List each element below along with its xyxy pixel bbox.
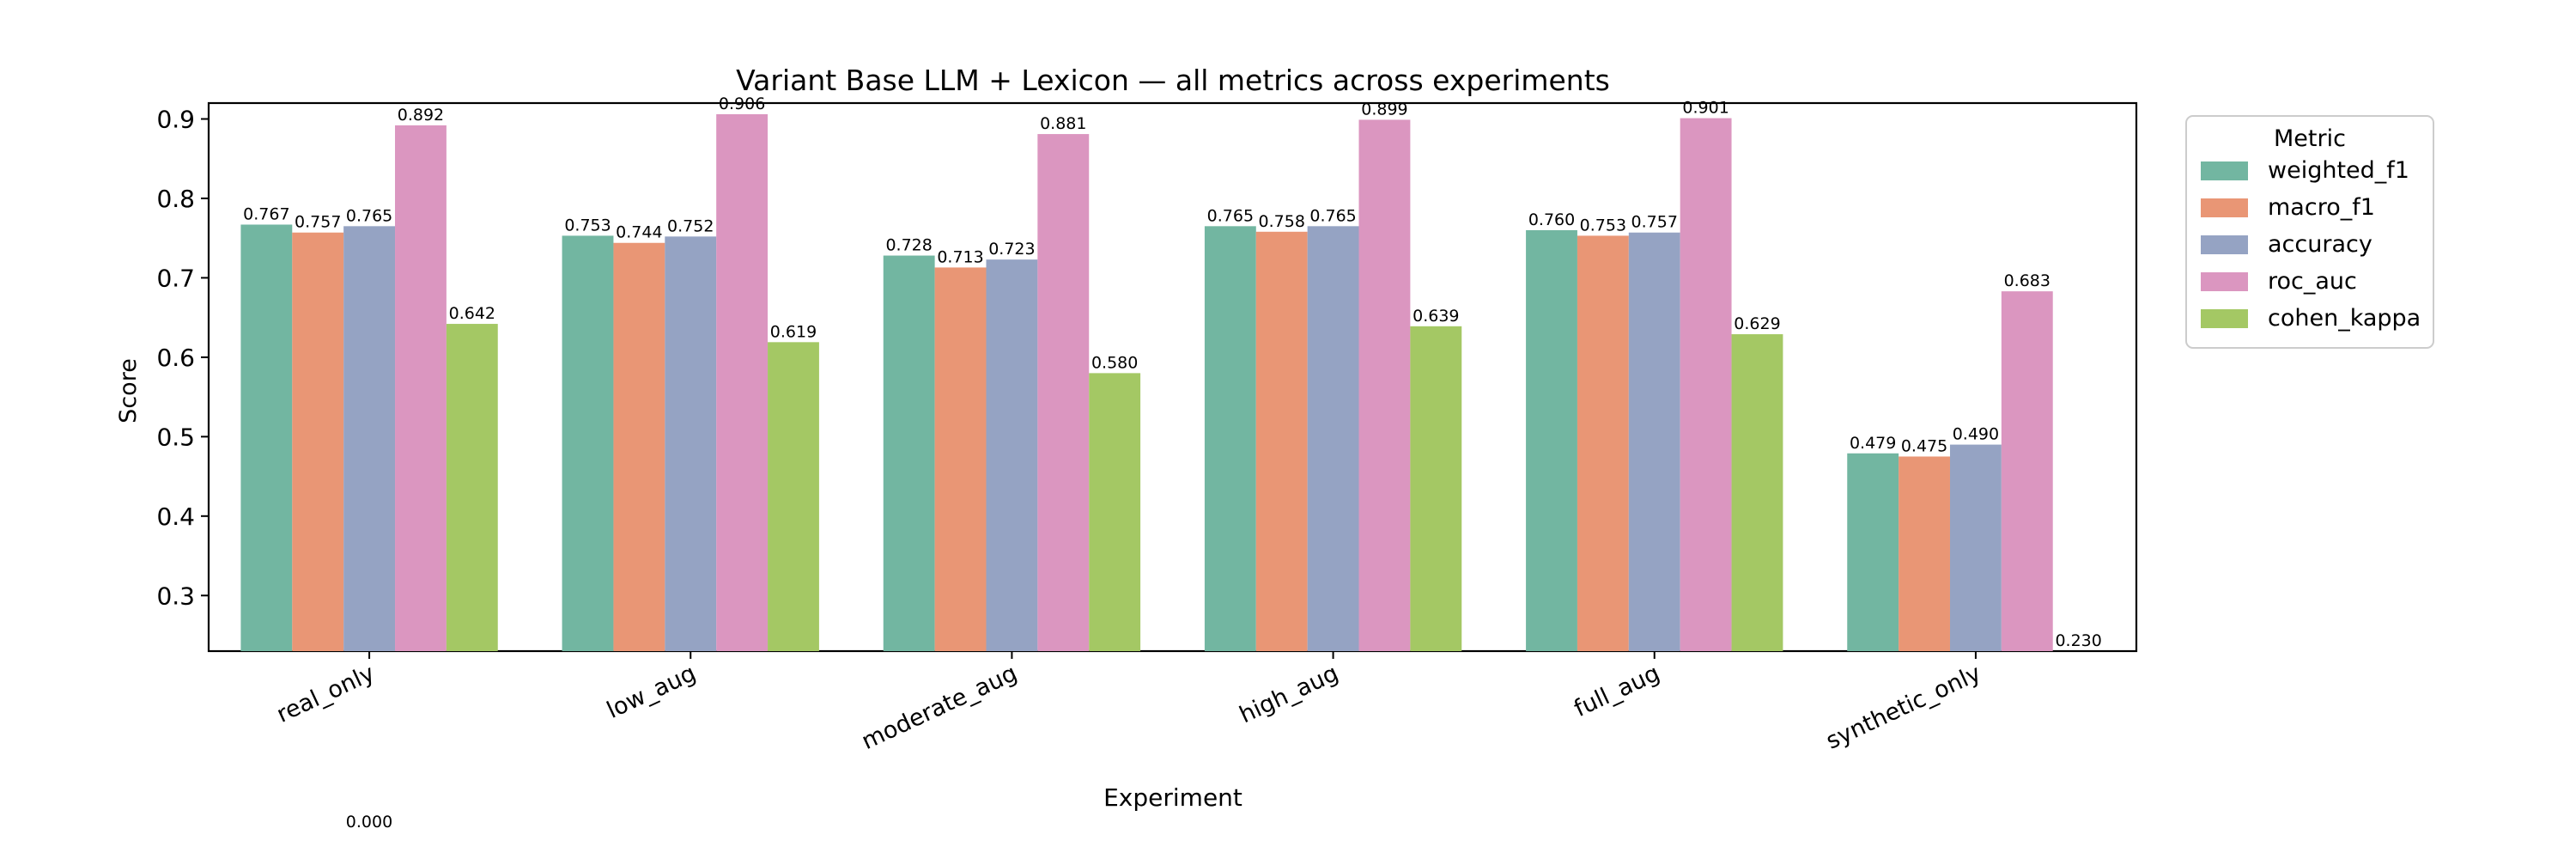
legend-swatch-macro_f1 [2201,198,2248,217]
bar-label-roc_auc-moderate_aug: 0.881 [1040,114,1086,133]
legend-label-macro_f1: macro_f1 [2268,194,2375,221]
bar-weighted_f1-full_aug [1526,229,1577,651]
legend-label-accuracy: accuracy [2268,231,2372,258]
y-axis-label: Score [115,358,142,423]
bar-label-macro_f1-synthetic_only: 0.475 [1901,436,1947,455]
x-tick-label: high_aug [1236,660,1343,728]
bar-label-weighted_f1-full_aug: 0.760 [1528,210,1575,229]
bars [240,113,2053,652]
y-tick-label: 0.7 [156,264,195,292]
bar-roc_auc-low_aug [716,113,769,651]
x-tick-label: synthetic_only [1822,660,1985,755]
bar-macro_f1-low_aug [613,242,665,651]
bar-label-accuracy-moderate_aug: 0.723 [988,240,1035,259]
bar-accuracy-low_aug [665,236,717,651]
legend-title: Metric [2274,125,2346,152]
bar-label-weighted_f1-low_aug: 0.753 [564,216,611,235]
bar-label-weighted_f1-synthetic_only: 0.479 [1850,434,1896,453]
bar-macro_f1-full_aug [1577,235,1629,651]
bar-accuracy-high_aug [1307,226,1359,651]
bar-label-cohen_kappa-moderate_aug: 0.580 [1091,353,1138,372]
bar-label-accuracy-low_aug: 0.752 [667,216,714,235]
bar-weighted_f1-high_aug [1204,226,1256,651]
bar-label-roc_auc-synthetic_only: 0.683 [2004,271,2050,290]
x-tick-label: moderate_aug [858,660,1021,755]
legend-swatch-roc_auc [2201,272,2248,291]
x-tick-label: real_only [273,660,379,728]
bar-roc_auc-full_aug [1680,118,1732,651]
bar-macro_f1-moderate_aug [934,267,987,651]
bar-label-macro_f1-real_only: 0.757 [295,213,341,232]
bar-label-cohen_kappa-synthetic_only: 0.230 [2055,631,2101,650]
bar-cohen_kappa-full_aug [1731,334,1783,651]
plot-area [207,101,2138,653]
bar-roc_auc-moderate_aug [1037,134,1090,651]
bar-cohen_kappa-moderate_aug [1089,373,1141,651]
legend-label-roc_auc: roc_auc [2268,268,2357,295]
bar-cohen_kappa-real_only [446,324,498,651]
plot-background [209,103,2136,651]
stray-value-label: 0.000 [346,813,392,832]
bar-weighted_f1-low_aug [562,235,614,651]
bar-weighted_f1-moderate_aug [883,255,935,651]
y-tick-label: 0.9 [156,105,195,133]
legend-label-cohen_kappa: cohen_kappa [2268,305,2421,332]
plot-frame [207,101,2138,653]
bar-accuracy-moderate_aug [986,259,1038,651]
bar-cohen_kappa-low_aug [768,342,819,651]
legend-label-weighted_f1: weighted_f1 [2268,157,2409,184]
legend-swatch-accuracy [2201,235,2248,254]
bar-accuracy-full_aug [1628,232,1680,651]
y-tick-label: 0.6 [156,344,195,372]
bar-label-roc_auc-high_aug: 0.899 [1361,100,1407,119]
bar-macro_f1-high_aug [1255,231,1308,651]
bar-label-cohen_kappa-full_aug: 0.629 [1734,314,1780,333]
bar-label-macro_f1-high_aug: 0.758 [1259,212,1305,231]
bar-label-cohen_kappa-high_aug: 0.639 [1413,307,1459,326]
bar-roc_auc-high_aug [1358,119,1411,652]
chart-title: Variant Base LLM + Lexicon — all metrics… [736,64,1610,97]
y-tick-label: 0.8 [156,185,195,213]
bar-label-cohen_kappa-low_aug: 0.619 [770,322,817,341]
x-tick-label: low_aug [603,660,700,724]
legend-swatch-cohen_kappa [2201,309,2248,328]
bar-weighted_f1-synthetic_only [1847,453,1899,651]
bar-macro_f1-synthetic_only [1899,456,1950,651]
bar-accuracy-synthetic_only [1949,444,2002,651]
y-tick-label: 0.4 [156,503,195,531]
bar-label-roc_auc-full_aug: 0.901 [1682,99,1728,118]
bar-label-accuracy-full_aug: 0.757 [1631,213,1678,232]
bar-weighted_f1-real_only [240,224,293,651]
bar-label-weighted_f1-real_only: 0.767 [243,204,289,223]
bar-cohen_kappa-high_aug [1410,326,1462,651]
bar-label-accuracy-synthetic_only: 0.490 [1953,425,1999,444]
bar-label-roc_auc-low_aug: 0.906 [719,94,765,113]
bar-label-macro_f1-full_aug: 0.753 [1580,216,1626,235]
x-tick-label: full_aug [1571,660,1664,722]
bar-label-cohen_kappa-real_only: 0.642 [449,304,495,323]
bar-label-weighted_f1-moderate_aug: 0.728 [885,236,932,255]
bar-label-macro_f1-moderate_aug: 0.713 [937,247,983,266]
bar-label-macro_f1-low_aug: 0.744 [616,223,662,242]
bar-label-accuracy-high_aug: 0.765 [1309,206,1356,225]
x-axis: real_only low_aug moderate_aug high_aug full… [273,651,1985,755]
legend: Metric weighted_f1 macro_f1 accuracy roc_au… [2185,115,2434,349]
bar-label-roc_auc-real_only: 0.892 [398,106,444,125]
y-tick-label: 0.5 [156,423,195,451]
y-axis: 0.3 0.4 0.5 0.6 0.7 0.8 0.9 [156,105,209,610]
legend-swatch-weighted_f1 [2201,161,2248,180]
bar-value-labels: 0.767 0.753 0.728 0.765 0.760 0.479 0.757 0.744… [243,94,2102,650]
bar-label-weighted_f1-high_aug: 0.765 [1207,206,1254,225]
bar-roc_auc-synthetic_only [2001,291,2053,651]
x-axis-label: Experiment [1103,783,1242,812]
y-tick-label: 0.3 [156,582,195,610]
bar-macro_f1-real_only [292,232,344,651]
bar-accuracy-real_only [343,226,396,651]
bar-roc_auc-real_only [395,125,447,651]
bar-label-accuracy-real_only: 0.765 [346,206,392,225]
